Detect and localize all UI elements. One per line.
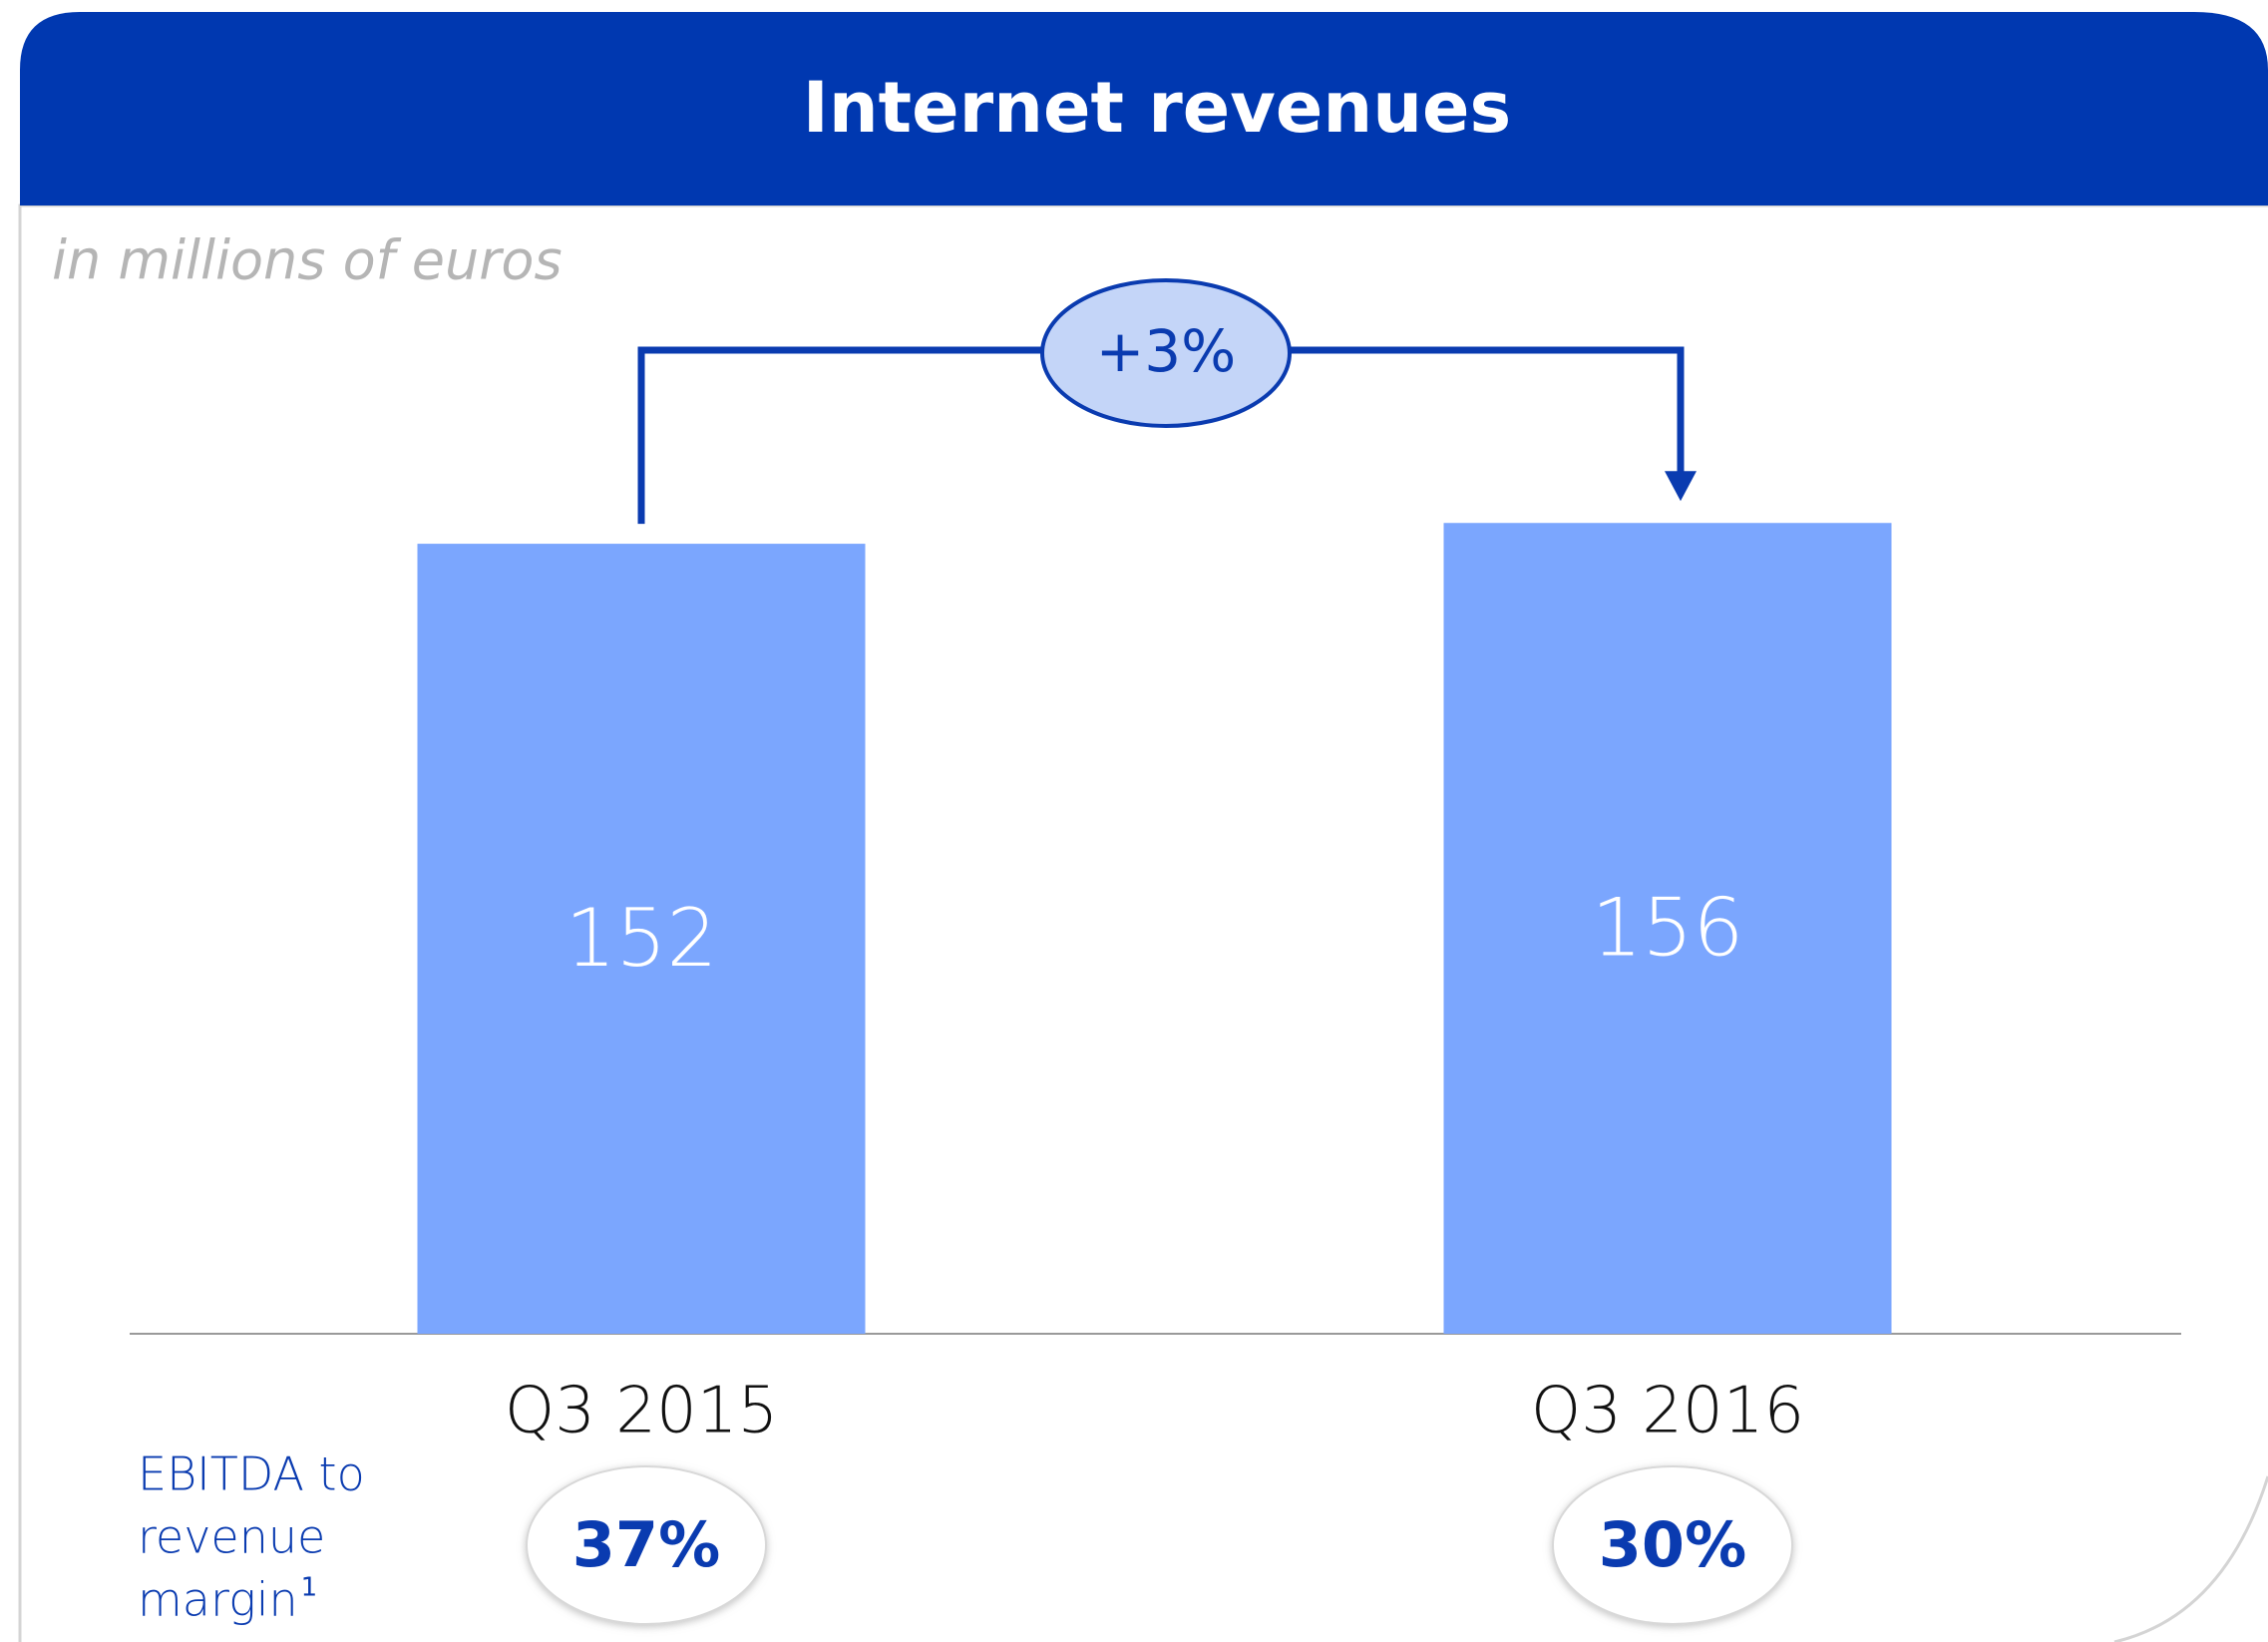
change-badge bbox=[1040, 278, 1292, 428]
bar bbox=[417, 544, 866, 1334]
margin-label: margin bbox=[138, 1573, 298, 1627]
bar bbox=[1443, 523, 1892, 1334]
margin-label: EBITDA to bbox=[138, 1447, 365, 1501]
change-arrowhead bbox=[1665, 471, 1697, 502]
margin-badge bbox=[526, 1465, 767, 1625]
margin-label: revenue bbox=[138, 1510, 325, 1564]
change-label: +3% bbox=[1096, 317, 1237, 385]
x-tick-label: Q3 2016 bbox=[1531, 1375, 1804, 1448]
subtitle: in millions of euros bbox=[52, 229, 563, 292]
value-label: 152 bbox=[566, 892, 718, 985]
value-label: 156 bbox=[1592, 882, 1744, 975]
margin-value: 30% bbox=[1599, 1508, 1746, 1581]
footnote-marker: 1 bbox=[301, 1573, 318, 1603]
card-corner bbox=[2113, 1475, 2268, 1642]
margin-value: 37% bbox=[572, 1508, 720, 1581]
chart-title: Internet revenues bbox=[803, 67, 1511, 149]
margin-badge bbox=[1552, 1465, 1793, 1625]
x-tick-label: Q3 2015 bbox=[505, 1375, 778, 1448]
header bbox=[20, 12, 2268, 205]
